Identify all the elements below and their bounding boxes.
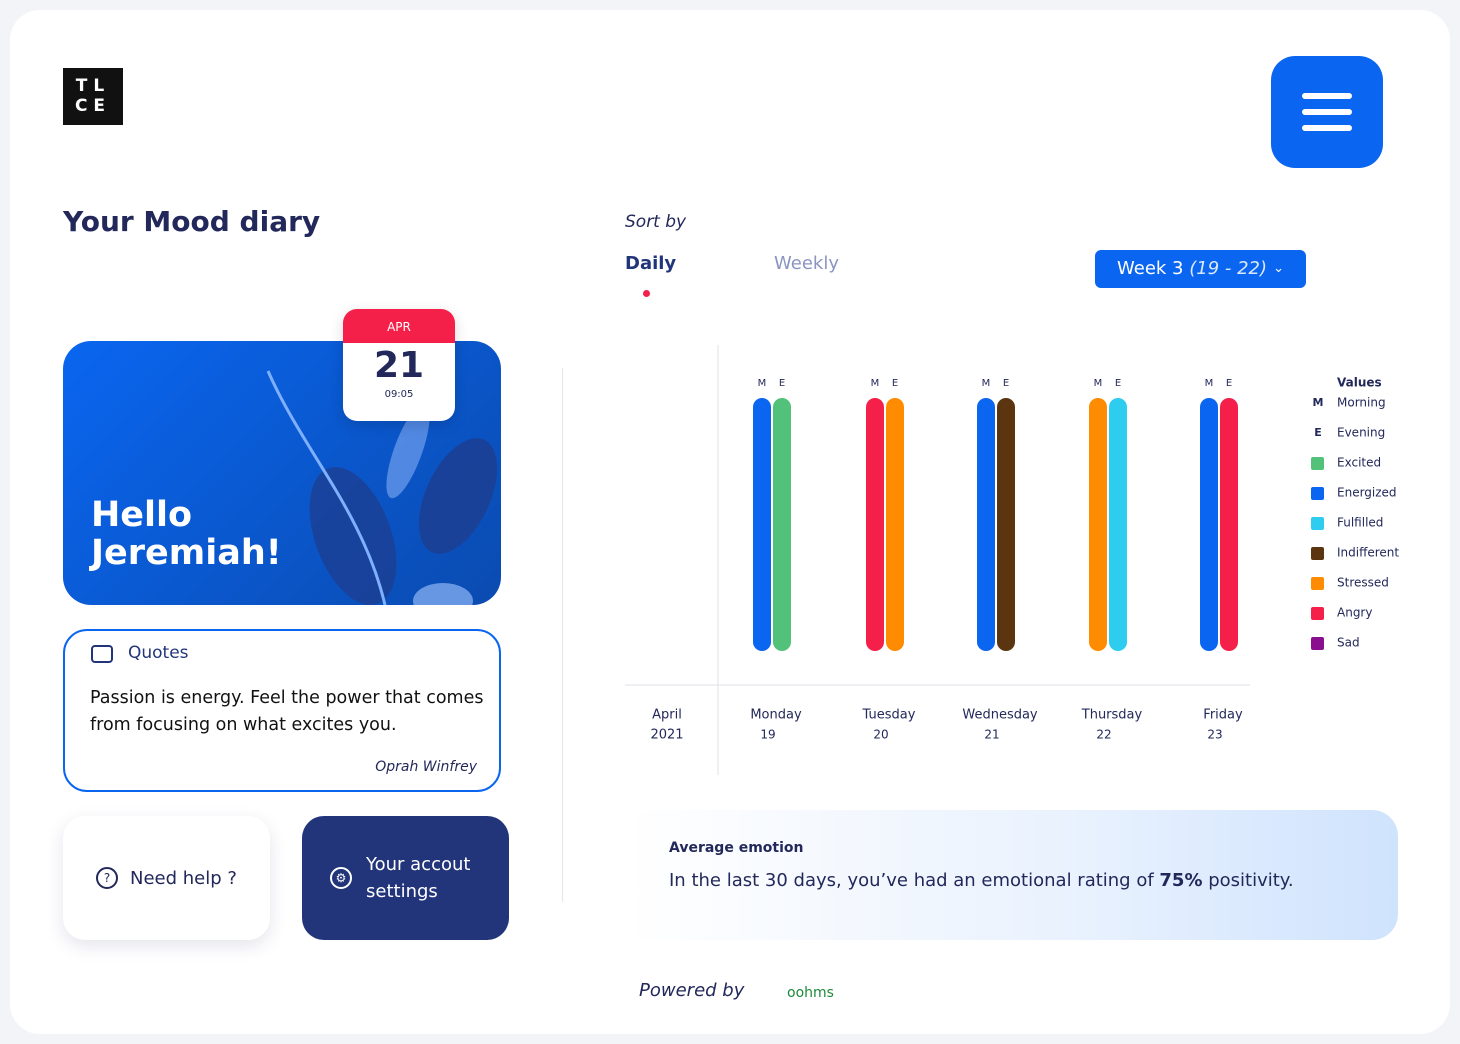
logo[interactable]: TL CE [63, 68, 123, 125]
quote-card: Quotes Passion is energy. Feel the power… [63, 629, 501, 792]
week-range: (19 - 22) [1189, 258, 1268, 279]
quote-text: Passion is energy. Feel the power that c… [90, 688, 484, 735]
average-title: Average emotion [669, 840, 804, 856]
calendar-badge: APR 21 09:05 [343, 309, 455, 421]
week-dropdown[interactable]: Week 3 (19 - 22) ⌄ [1095, 250, 1306, 288]
quote-title: Quotes [128, 643, 189, 663]
tab[interactable]: Daily [625, 253, 677, 274]
quote-icon [91, 645, 113, 663]
menu-button[interactable] [1271, 56, 1383, 168]
tab[interactable]: Weekly [774, 253, 839, 274]
help-label: Need help ? [130, 867, 237, 889]
text: positivity. [1202, 870, 1294, 891]
powered-by: Powered by [639, 980, 745, 1001]
sort-label: Sort by [625, 212, 687, 232]
calendar-time: 09:05 [384, 389, 414, 400]
calendar-day: 21 [373, 345, 425, 386]
text: In the last 30 days, you’ve had an emoti… [669, 870, 1160, 891]
average-value: 75% [1159, 870, 1203, 891]
brand-logo[interactable]: oohms [787, 985, 834, 1001]
average-card: Average emotion In the last 30 days, you… [625, 810, 1398, 940]
active-indicator [643, 290, 650, 297]
greeting: Hello Jeremiah! [91, 496, 282, 572]
logo-line: TL [75, 76, 111, 96]
greeting-line: Jeremiah! [91, 533, 282, 573]
settings-button[interactable]: ⚙ Your accout settings [302, 816, 509, 940]
greeting-line: Hello [91, 495, 193, 535]
help-button[interactable]: ? Need help ? [63, 816, 270, 940]
week-label: Week 3 [1117, 258, 1184, 279]
logo-line: CE [74, 96, 112, 116]
divider [562, 368, 563, 902]
calendar-month: APR [343, 309, 455, 343]
settings-label: Your accout settings [366, 854, 471, 902]
average-text: In the last 30 days, you’ve had an emoti… [669, 870, 1294, 891]
plant-decoration [266, 370, 498, 605]
page-title: Your Mood diary [63, 205, 321, 238]
quote-author: Oprah Winfrey [375, 759, 477, 775]
